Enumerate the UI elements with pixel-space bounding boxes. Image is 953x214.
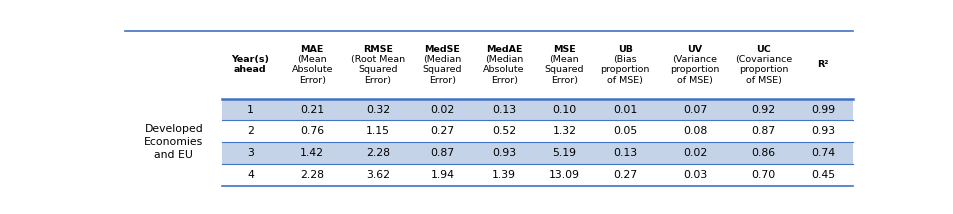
Text: R²: R² — [817, 60, 828, 69]
Text: 0.87: 0.87 — [751, 126, 775, 136]
Text: 0.01: 0.01 — [613, 105, 637, 115]
Text: Squared: Squared — [422, 65, 461, 74]
Text: UC: UC — [756, 45, 770, 54]
Text: 1.94: 1.94 — [430, 170, 454, 180]
Text: Squared: Squared — [358, 65, 397, 74]
Text: (Bias: (Bias — [613, 55, 637, 64]
Text: 2.28: 2.28 — [366, 148, 390, 158]
Text: Squared: Squared — [544, 65, 583, 74]
Text: 0.45: 0.45 — [810, 170, 834, 180]
Text: 0.70: 0.70 — [751, 170, 775, 180]
Text: 1.39: 1.39 — [492, 170, 516, 180]
Text: 0.74: 0.74 — [810, 148, 834, 158]
Text: of MSE): of MSE) — [677, 76, 712, 85]
Text: 5.19: 5.19 — [552, 148, 576, 158]
Text: Developed
Economies
and EU: Developed Economies and EU — [144, 124, 203, 160]
Text: 0.21: 0.21 — [300, 105, 324, 115]
Text: 0.27: 0.27 — [613, 170, 637, 180]
Text: (Median: (Median — [484, 55, 523, 64]
Text: proportion: proportion — [670, 65, 719, 74]
Text: MSE: MSE — [553, 45, 575, 54]
Text: 0.07: 0.07 — [682, 105, 706, 115]
Text: Error): Error) — [490, 76, 517, 85]
Text: 0.93: 0.93 — [810, 126, 834, 136]
Text: Error): Error) — [364, 76, 391, 85]
Text: RMSE: RMSE — [363, 45, 393, 54]
Text: 0.27: 0.27 — [430, 126, 454, 136]
Text: ahead: ahead — [233, 65, 267, 74]
Text: Error): Error) — [429, 76, 456, 85]
Text: proportion: proportion — [739, 65, 787, 74]
Text: 0.99: 0.99 — [810, 105, 834, 115]
Text: 0.02: 0.02 — [682, 148, 706, 158]
Text: 0.87: 0.87 — [430, 148, 454, 158]
Text: 0.32: 0.32 — [366, 105, 390, 115]
Bar — [125, 31, 852, 99]
Text: 0.03: 0.03 — [682, 170, 706, 180]
Text: 0.13: 0.13 — [492, 105, 516, 115]
Text: 4: 4 — [247, 170, 253, 180]
Text: 1.15: 1.15 — [366, 126, 390, 136]
Text: 0.86: 0.86 — [751, 148, 775, 158]
Text: MedAE: MedAE — [485, 45, 522, 54]
Text: (Mean: (Mean — [297, 55, 327, 64]
Bar — [222, 142, 852, 164]
Text: 0.10: 0.10 — [552, 105, 576, 115]
Text: 1.32: 1.32 — [552, 126, 576, 136]
Text: 0.52: 0.52 — [492, 126, 516, 136]
Text: (Root Mean: (Root Mean — [351, 55, 405, 64]
Text: Error): Error) — [298, 76, 325, 85]
Text: 0.05: 0.05 — [613, 126, 637, 136]
Text: 0.08: 0.08 — [682, 126, 706, 136]
Text: 2.28: 2.28 — [300, 170, 324, 180]
Text: 3: 3 — [247, 148, 253, 158]
Bar — [222, 164, 852, 186]
Text: 2: 2 — [247, 126, 253, 136]
Text: 1: 1 — [247, 105, 253, 115]
Text: (Median: (Median — [423, 55, 461, 64]
Text: UB: UB — [618, 45, 632, 54]
Text: MAE: MAE — [300, 45, 323, 54]
Text: 0.92: 0.92 — [751, 105, 775, 115]
Text: (Variance: (Variance — [672, 55, 717, 64]
Text: of MSE): of MSE) — [745, 76, 781, 85]
Text: 0.13: 0.13 — [613, 148, 637, 158]
Text: Absolute: Absolute — [483, 65, 524, 74]
Bar — [222, 120, 852, 142]
Text: Year(s): Year(s) — [232, 55, 269, 64]
Text: 13.09: 13.09 — [548, 170, 579, 180]
Text: 0.76: 0.76 — [300, 126, 324, 136]
Text: MedSE: MedSE — [424, 45, 460, 54]
Text: 1.42: 1.42 — [300, 148, 324, 158]
Text: 0.93: 0.93 — [492, 148, 516, 158]
Text: Error): Error) — [550, 76, 578, 85]
Text: (Covariance: (Covariance — [735, 55, 792, 64]
Text: proportion: proportion — [600, 65, 649, 74]
Text: UV: UV — [686, 45, 701, 54]
Text: 0.02: 0.02 — [430, 105, 454, 115]
Text: Absolute: Absolute — [291, 65, 333, 74]
Text: 3.62: 3.62 — [366, 170, 390, 180]
Bar — [222, 99, 852, 120]
Text: (Mean: (Mean — [549, 55, 578, 64]
Text: of MSE): of MSE) — [607, 76, 642, 85]
